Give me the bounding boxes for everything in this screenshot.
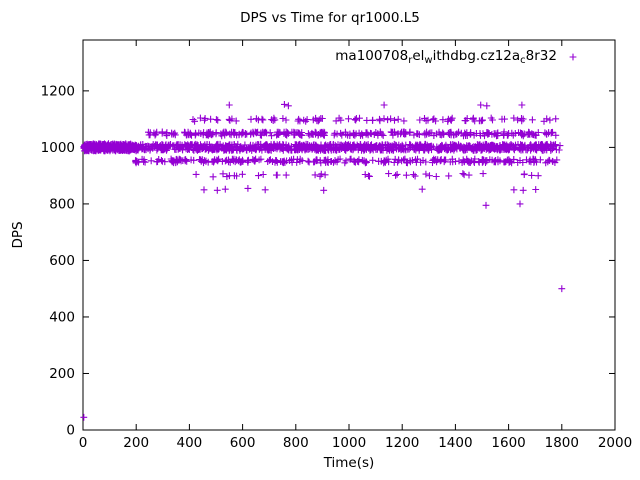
y-tick-label: 1000 [41,140,75,156]
y-tick-label: 600 [49,253,75,269]
x-tick-label: 0 [79,435,88,451]
legend-text-part: c [520,55,526,66]
y-tick-label: 0 [66,423,75,439]
y-axis-label: DPS [10,221,26,249]
x-tick-label: 1400 [438,435,472,451]
data-points [80,101,566,421]
x-tick-label: 2000 [598,435,632,451]
x-tick-label: 200 [123,435,149,451]
x-axis-label: Time(s) [323,455,375,471]
legend-label: ma100708relwithdbg.cz12ac8r32 [335,48,557,66]
tick-labels: 0 200 400 600 800 1000 1200 1400 1600 1800 2000 0 20… [41,83,633,451]
y-tick-label: 1200 [41,83,75,99]
x-tick-label: 400 [177,435,203,451]
y-tick-label: 800 [49,196,75,212]
legend-text-part: ma100708 [335,48,409,64]
x-tick-label: 1600 [491,435,525,451]
y-tick-label: 400 [49,309,75,325]
x-tick-label: 600 [230,435,256,451]
x-tick-label: 1000 [332,435,366,451]
legend-text-part: r [408,55,413,66]
legend-text-part: el [412,48,425,64]
x-tick-label: 1800 [545,435,579,451]
legend-text-part: 8r32 [525,48,557,64]
legend-marker-icon [569,53,577,61]
plot-border [82,39,616,431]
x-tick-label: 1200 [385,435,419,451]
chart-title: DPS vs Time for qr1000.L5 [240,10,420,26]
legend-text-part: w [424,55,433,66]
x-tick-label: 800 [283,435,309,451]
y-tick-label: 200 [49,366,75,382]
tick-marks [82,40,616,431]
legend-text-part: ithdbg.cz12a [432,48,521,64]
